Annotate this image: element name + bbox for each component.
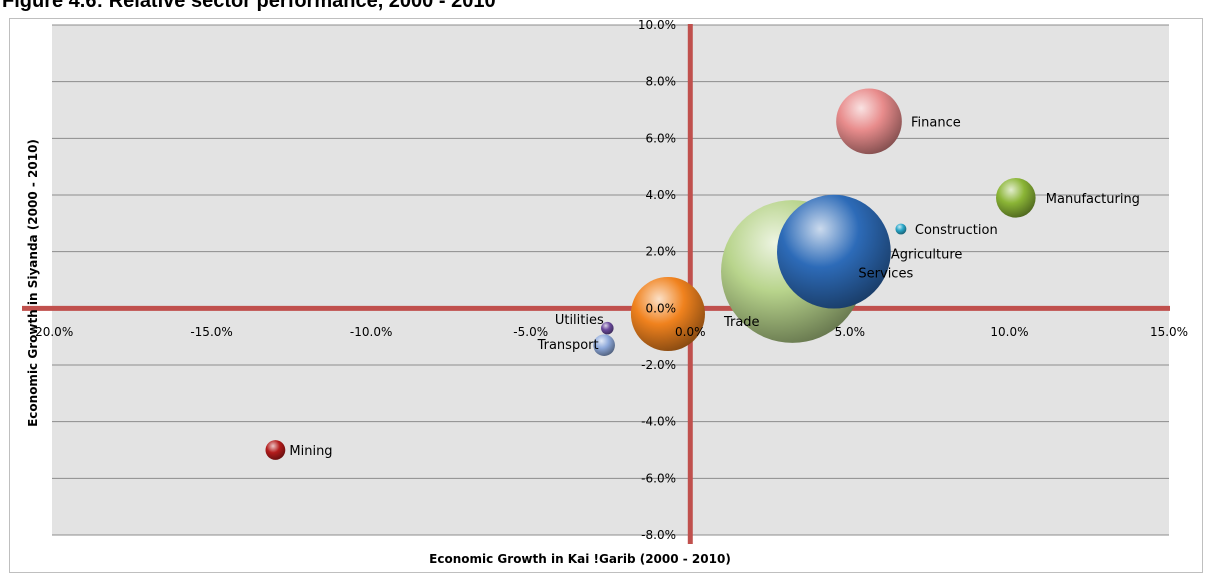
data-label-finance: Finance xyxy=(911,115,961,130)
y-axis-title: Economic Growth in Siyanda (2000 - 2010) xyxy=(26,139,40,427)
x-tick-label: 5.0% xyxy=(835,325,866,339)
y-tick-label: 8.0% xyxy=(646,75,677,89)
bubble-manufacturing xyxy=(996,178,1036,218)
bubble-agriculture xyxy=(777,194,891,309)
data-label-mining: Mining xyxy=(289,444,332,459)
quadrant-lines xyxy=(22,24,1170,544)
y-tick-label: -6.0% xyxy=(641,471,676,485)
x-tick-label: 10.0% xyxy=(990,325,1028,339)
y-tick-label: 0.0% xyxy=(646,301,677,315)
x-tick-label: -15.0% xyxy=(190,325,232,339)
data-label-trade: Trade xyxy=(723,315,760,330)
x-tick-label: 0.0% xyxy=(675,325,706,339)
bubble-trade xyxy=(630,276,705,352)
bubble-mining xyxy=(265,440,286,460)
plot-area xyxy=(52,25,1169,535)
y-tick-label: -4.0% xyxy=(641,415,676,429)
y-tick-label: -8.0% xyxy=(641,528,676,542)
data-label-transport: Transport xyxy=(537,338,599,353)
x-axis-title: Economic Growth in Kai !Garib (2000 - 20… xyxy=(429,552,731,566)
x-tick-label: -5.0% xyxy=(513,325,548,339)
page-title: Figure 4.6: Relative sector performance,… xyxy=(2,0,496,12)
tick-labels: -8.0% -6.0% -4.0% -2.0% 0.0% 2.0% 4.0% 6.0% 8.0%… xyxy=(31,18,1188,542)
data-label-services: Services xyxy=(858,267,913,282)
y-tick-label: -2.0% xyxy=(641,358,676,372)
bubble-labels: Mining Utilities Transport Trade Agriculture… xyxy=(289,115,1140,459)
data-label-utilities: Utilities xyxy=(555,313,604,328)
y-tick-label: 10.0% xyxy=(638,18,676,32)
data-label-construction: Construction xyxy=(915,223,998,238)
x-tick-label: 15.0% xyxy=(1150,325,1188,339)
y-tick-label: 2.0% xyxy=(646,245,677,259)
bubbles xyxy=(265,88,1036,460)
y-tick-label: 4.0% xyxy=(646,188,677,202)
data-label-manufacturing: Manufacturing xyxy=(1046,192,1140,207)
x-tick-label: -10.0% xyxy=(350,325,392,339)
x-tick-label: -20.0% xyxy=(31,325,73,339)
y-tick-label: 6.0% xyxy=(646,131,677,145)
bubble-finance xyxy=(836,88,902,155)
bubble-utilities xyxy=(601,321,614,335)
bubble-transport xyxy=(593,334,615,357)
title-strip: Figure 4.6: Relative sector performance,… xyxy=(0,0,1205,24)
bubble-construction xyxy=(895,223,907,235)
data-label-agriculture: Agriculture xyxy=(891,248,963,263)
